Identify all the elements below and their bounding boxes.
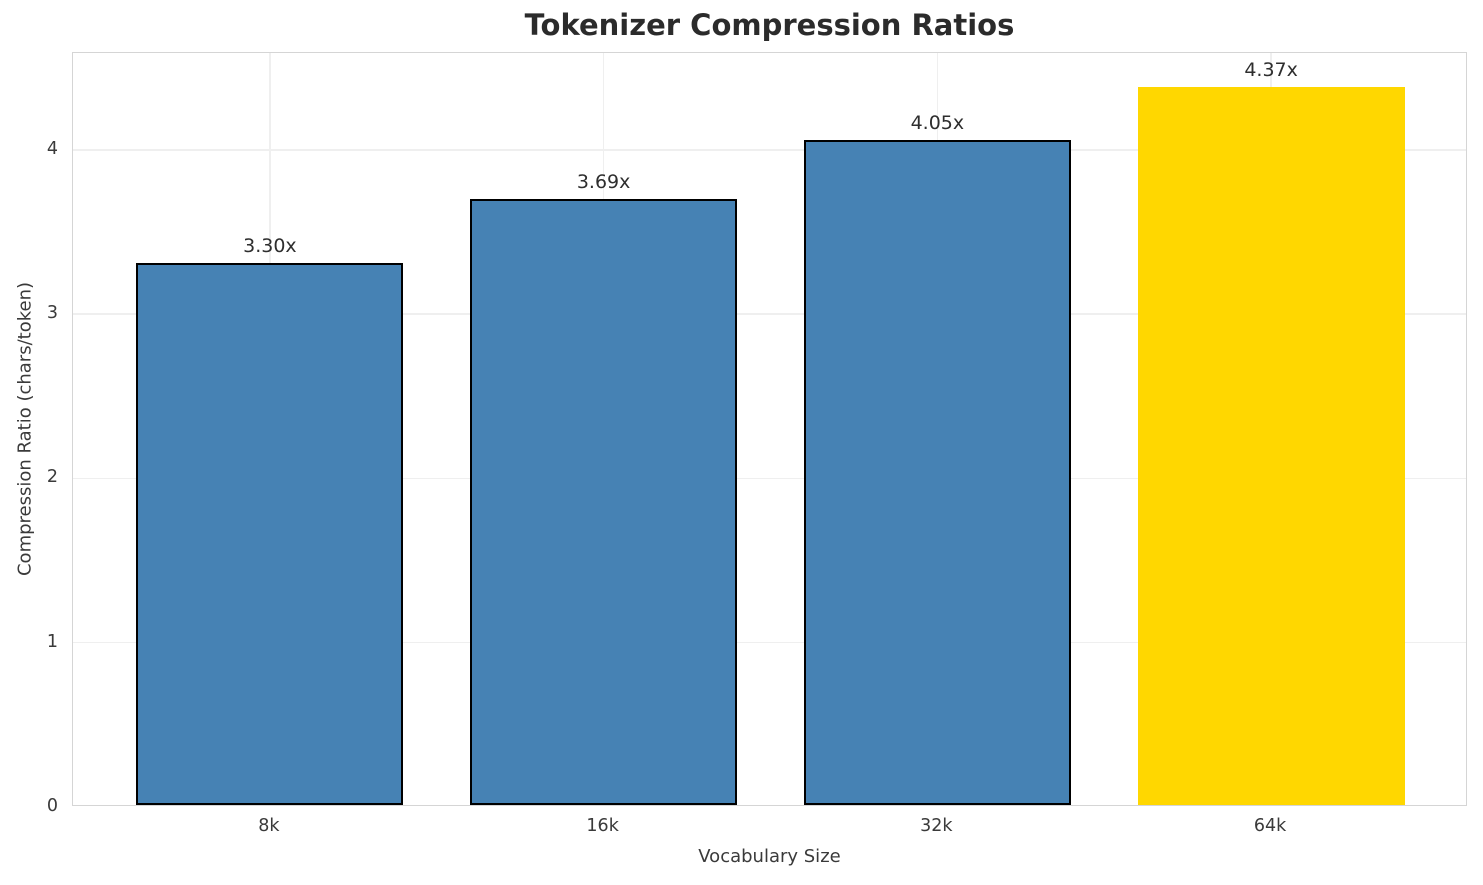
h-gridline-y4 bbox=[73, 149, 1466, 151]
bar-32k bbox=[803, 139, 1071, 805]
plot-area: 3.30x 3.69x 4.05x 4.37x bbox=[72, 52, 1467, 806]
bar-64k-highlighted bbox=[1137, 87, 1405, 805]
y-tick-label-2: 2 bbox=[46, 467, 58, 488]
bar-value-label-64k: 4.37x bbox=[1244, 59, 1298, 82]
bar-value-label-32k: 4.05x bbox=[910, 111, 965, 134]
y-axis-tick-labels: 0 1 2 3 4 bbox=[0, 52, 58, 816]
x-axis-tick-labels: 8k 16k 32k 64k bbox=[72, 814, 1467, 844]
y-tick-label-4: 4 bbox=[46, 138, 58, 159]
bar-value-label-16k: 3.69x bbox=[576, 170, 631, 193]
x-tick-label-64k: 64k bbox=[1253, 816, 1287, 836]
y-tick-label-0: 0 bbox=[46, 796, 58, 816]
h-gridline-y1 bbox=[73, 641, 1466, 644]
y-axis-label: Compression Ratio (chars/token) bbox=[14, 281, 36, 577]
y-tick-label-3: 3 bbox=[46, 303, 58, 324]
bar-16k bbox=[470, 198, 738, 805]
chart-title: Tokenizer Compression Ratios bbox=[524, 8, 1015, 42]
h-gridline-y2 bbox=[73, 477, 1466, 480]
x-tick-label-8k: 8k bbox=[258, 816, 280, 836]
x-tick-label-32k: 32k bbox=[920, 816, 953, 836]
bar-8k bbox=[136, 262, 404, 805]
y-tick-label-1: 1 bbox=[46, 631, 58, 652]
bar-value-label-8k: 3.30x bbox=[243, 234, 297, 257]
x-axis-label: Vocabulary Size bbox=[698, 846, 841, 867]
x-tick-label-16k: 16k bbox=[586, 816, 619, 836]
h-gridline-y3 bbox=[73, 313, 1466, 315]
